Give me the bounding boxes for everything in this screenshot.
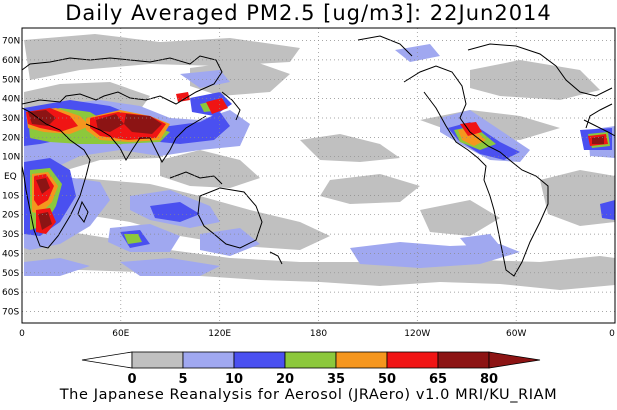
lon-label: 0 — [609, 329, 615, 339]
lat-label: 20N — [2, 133, 20, 143]
colorbar-swatch — [335, 351, 388, 369]
colorbar-upper-triangle — [488, 351, 541, 369]
colorbar-label: 20 — [276, 372, 294, 387]
colorbar-label: 0 — [127, 372, 136, 387]
pm25-field — [24, 34, 615, 290]
graticule — [22, 28, 615, 323]
map-frame — [21, 27, 616, 324]
lat-label: 30N — [2, 114, 20, 124]
lon-label: 120E — [208, 329, 231, 339]
longitude-labels: 0 60E 120E 180 120W 60W 0 — [19, 329, 615, 339]
lat-label: 10N — [2, 153, 20, 163]
colorbar-swatch — [182, 351, 235, 369]
colorbar-swatch — [131, 351, 184, 369]
colorbar-swatch — [437, 351, 490, 369]
lat-label: 60N — [2, 56, 20, 66]
lat-label: 50S — [2, 269, 19, 279]
lat-label: 70N — [2, 37, 20, 47]
colorbar-swatch — [233, 351, 286, 369]
lat-label: 60S — [2, 288, 19, 298]
lat-label: 70S — [2, 308, 19, 318]
colorbar-lower-triangle — [81, 351, 133, 369]
lat-label: 30S — [2, 230, 19, 240]
colorbar-swatch — [284, 351, 337, 369]
colorbar-label: 80 — [480, 372, 498, 387]
colorbar: 0 5 10 20 35 50 65 80 — [81, 351, 541, 387]
colorbar-label: 35 — [327, 372, 345, 387]
colorbar-label: 65 — [429, 372, 447, 387]
lat-label: 50N — [2, 75, 20, 85]
lon-label: 0 — [19, 329, 25, 339]
lat-label: 10S — [2, 191, 19, 201]
lat-label: 40S — [2, 249, 19, 259]
lat-label: 40N — [2, 95, 20, 105]
lon-label: 120W — [404, 329, 430, 339]
map-title: Daily Averaged PM2.5 [ug/m3]: 22Jun2014 — [65, 1, 552, 25]
colorbar-label: 10 — [225, 372, 243, 387]
lat-label: EQ — [4, 172, 17, 182]
colorbar-swatch — [386, 351, 439, 369]
lon-label: 180 — [310, 329, 327, 339]
data-source-caption: The Japanese Reanalysis for Aerosol (JRA… — [59, 387, 558, 403]
latitude-labels: 70N 60N 50N 40N 30N 20N 10N EQ 10S 20S 3… — [2, 37, 20, 318]
lon-label: 60E — [112, 329, 129, 339]
coastlines — [22, 35, 615, 277]
colorbar-label: 5 — [178, 372, 187, 387]
colorbar-label: 50 — [378, 372, 396, 387]
lat-label: 20S — [2, 211, 19, 221]
lon-label: 60W — [506, 329, 526, 339]
